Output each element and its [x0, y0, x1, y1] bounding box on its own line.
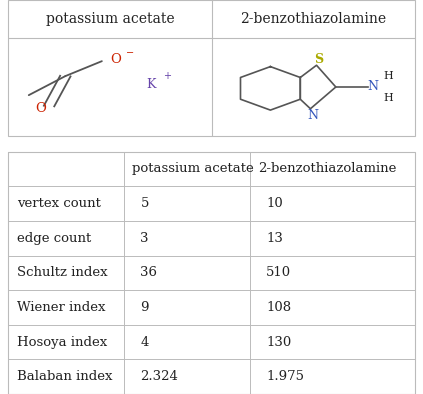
Text: Wiener index: Wiener index [16, 301, 105, 314]
Text: H: H [384, 71, 393, 81]
Text: N: N [367, 80, 378, 93]
Text: 10: 10 [266, 197, 283, 210]
Text: Schultz index: Schultz index [16, 266, 107, 279]
Text: 9: 9 [140, 301, 149, 314]
Text: Hosoya index: Hosoya index [16, 336, 107, 349]
Text: S: S [314, 53, 323, 66]
Text: 3: 3 [140, 232, 149, 245]
Text: 2-benzothiazolamine: 2-benzothiazolamine [258, 162, 397, 175]
Text: 36: 36 [140, 266, 157, 279]
Text: 130: 130 [266, 336, 291, 349]
Text: 108: 108 [266, 301, 291, 314]
Text: 4: 4 [140, 336, 149, 349]
Text: K: K [146, 78, 155, 91]
Text: N: N [307, 109, 318, 122]
Text: Balaban index: Balaban index [16, 370, 112, 383]
Text: 5: 5 [140, 197, 149, 210]
Text: edge count: edge count [16, 232, 91, 245]
Text: 510: 510 [266, 266, 291, 279]
Text: +: + [163, 71, 171, 81]
Text: 1.975: 1.975 [266, 370, 304, 383]
Text: O: O [110, 53, 121, 66]
Text: vertex count: vertex count [16, 197, 100, 210]
Text: 2.324: 2.324 [140, 370, 179, 383]
Text: 13: 13 [266, 232, 283, 245]
Text: H: H [384, 93, 393, 103]
Text: potassium acetate: potassium acetate [46, 12, 174, 26]
Text: 2-benzothiazolamine: 2-benzothiazolamine [240, 12, 386, 26]
Text: potassium acetate: potassium acetate [132, 162, 254, 175]
Text: O: O [36, 102, 47, 115]
Text: −: − [126, 48, 135, 58]
